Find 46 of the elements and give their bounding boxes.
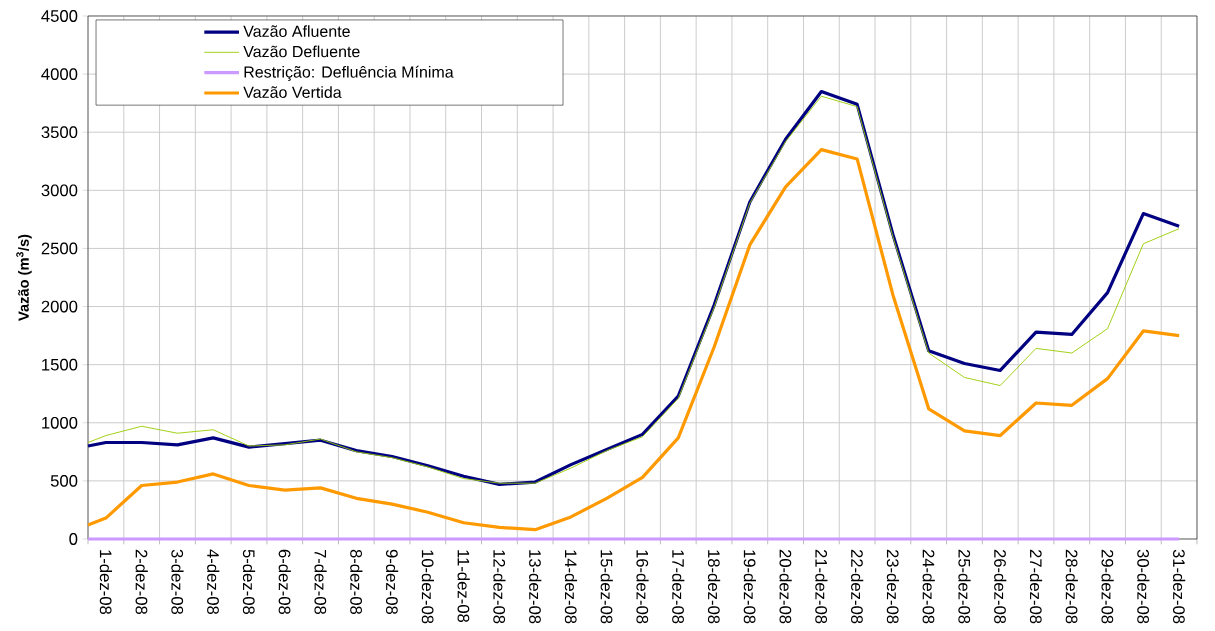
x-tick-label: 29-dez-08 — [1101, 549, 1114, 624]
x-tick-label: 16-dez-08 — [636, 550, 649, 624]
legend-label: Vazão Vertida — [243, 86, 342, 98]
x-tick-label: 24-dez-08 — [922, 549, 935, 624]
x-tick-label: 2-dez-08 — [135, 549, 148, 615]
x-tick-label: 20-dez-08 — [779, 549, 792, 624]
x-tick-label: 26-dez-08 — [994, 549, 1007, 624]
x-tick-label: 1-dez-08 — [99, 550, 113, 615]
y-tick-label: 2000 — [41, 300, 78, 313]
y-tick-label: 3000 — [41, 184, 78, 197]
y-tick-label: 3500 — [41, 126, 78, 139]
legend-label: Vazão Afluente — [243, 25, 350, 37]
x-tick-label: 9-dez-08 — [385, 549, 399, 615]
y-tick-label: 1500 — [42, 358, 78, 371]
x-tick-label: 14-dez-08 — [564, 550, 578, 624]
y-tick-label: 2500 — [41, 242, 78, 255]
x-tick-label: 17-dez-08 — [672, 550, 685, 624]
x-tick-label: 27-dez-08 — [1029, 549, 1043, 624]
y-tick-label: 500 — [50, 474, 78, 487]
x-tick-label: 13-dez-08 — [529, 550, 542, 624]
x-tick-label: 31-dez-08 — [1172, 549, 1186, 624]
y-tick-label: 4000 — [41, 68, 78, 81]
x-tick-label: 11-dez-08 — [457, 550, 470, 623]
x-tick-label: 28-dez-08 — [1065, 549, 1078, 624]
x-tick-label: 7-dez-08 — [314, 549, 327, 615]
x-tick-label: 30-dez-08 — [1137, 549, 1150, 624]
x-tick-label: 22-dez-08 — [851, 549, 864, 624]
x-tick-label: 10-dez-08 — [421, 550, 434, 624]
x-tick-label: 23-dez-08 — [886, 549, 900, 624]
y-tick-label: 1000 — [42, 416, 78, 429]
y-axis-title: Vazão (m$^{3}$/s) — [16, 234, 32, 321]
x-tick-label: 5-dez-08 — [242, 549, 256, 615]
x-tick-label: 18-dez-08 — [707, 550, 721, 624]
x-tick-label: 19-dez-08 — [743, 550, 756, 624]
x-tick-label: 15-dez-08 — [600, 550, 613, 624]
x-tick-label: 25-dez-08 — [958, 549, 971, 624]
x-tick-label: 4-dez-08 — [207, 549, 220, 615]
x-tick-label: 21-dez-08 — [815, 549, 828, 624]
x-tick-label: 8-dez-08 — [350, 549, 363, 615]
x-tick-label: 12-dez-08 — [493, 550, 506, 624]
y-tick-label: 0 — [69, 533, 78, 545]
x-tick-label: 3-dez-08 — [171, 549, 184, 615]
y-tick-label: 4500 — [41, 10, 78, 22]
x-tick-label: 6-dez-08 — [278, 549, 291, 615]
legend-label: Vazão Defluente — [243, 45, 360, 58]
legend-label: Restrição: Defluência Mínima — [244, 65, 454, 81]
